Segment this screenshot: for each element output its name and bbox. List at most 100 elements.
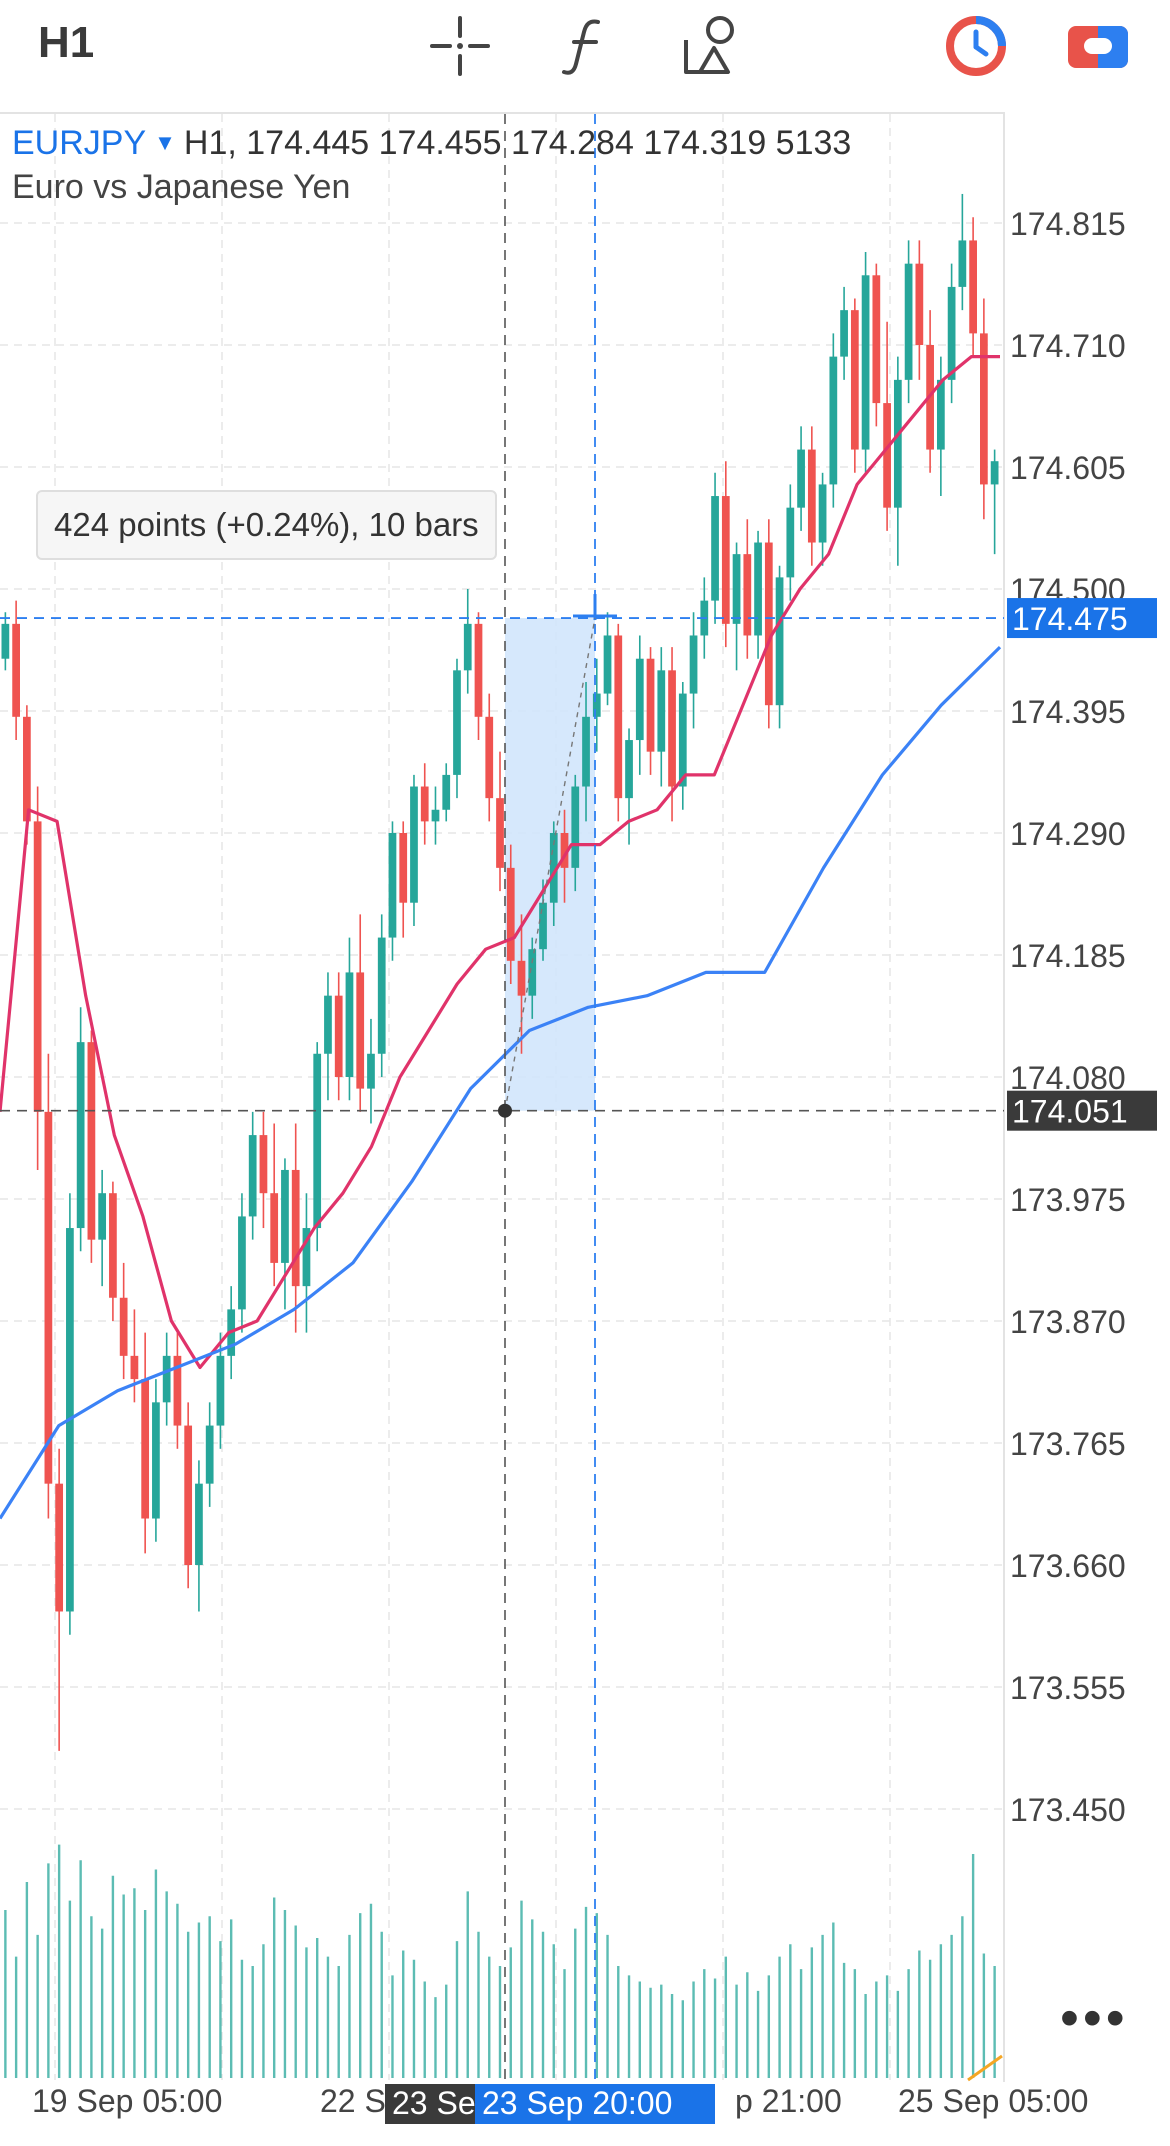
candle-body (345, 972, 354, 1077)
candle-body (431, 809, 440, 822)
price-tick-label: 173.450 (1010, 1792, 1126, 1828)
candle-body (850, 310, 859, 450)
candle-body (764, 542, 773, 706)
candle-body (184, 1425, 193, 1565)
candle-body (582, 716, 590, 787)
candle-body (571, 786, 580, 868)
candle-body (474, 623, 483, 717)
candle-body (205, 1425, 214, 1484)
candle-body (969, 240, 977, 334)
history-clock-icon[interactable] (944, 14, 1008, 78)
candle-body (732, 554, 741, 624)
candle-body (678, 693, 687, 787)
price-tick-label: 173.765 (1010, 1426, 1126, 1462)
candle-body (506, 867, 515, 961)
candle-body (485, 716, 494, 799)
candle-body (990, 461, 999, 485)
candle-body (281, 1169, 289, 1263)
price-tick-label: 174.605 (1010, 450, 1126, 486)
candle-body (388, 833, 397, 938)
function-icon[interactable] (554, 14, 618, 78)
candle-body (915, 263, 924, 345)
chart-frame (0, 112, 1005, 2082)
timeframe-button[interactable]: H1 (38, 18, 95, 67)
time-axis-label: 22 S (320, 2083, 386, 2119)
candle-body (807, 449, 816, 543)
candle-body (55, 1483, 64, 1612)
candle-body (291, 1169, 300, 1287)
crosshair-time-badge (475, 2084, 715, 2124)
price-tick-label: 174.080 (1010, 1060, 1126, 1096)
candle-body (829, 356, 838, 485)
candle-body (592, 693, 601, 717)
toggle-icon[interactable] (1066, 14, 1130, 78)
crosshair-price-badge (1007, 598, 1157, 639)
candle-body (76, 1042, 85, 1229)
candle-body (334, 995, 343, 1077)
candle-body (861, 275, 870, 450)
candle-body (936, 379, 945, 450)
candle-body (904, 263, 913, 380)
candle-body (195, 1483, 203, 1565)
candle-body (625, 740, 633, 799)
candle-body (754, 542, 762, 636)
price-tick-label: 174.185 (1010, 938, 1126, 974)
candle-body (259, 1135, 268, 1194)
candle-body (883, 403, 891, 508)
candle-body (248, 1135, 257, 1217)
candle-body (657, 670, 666, 752)
candle-body (743, 554, 752, 636)
symbol-header: EURJPY ▼ H1, 174.445 174.455 174.284 174.3… (12, 124, 851, 163)
candle-body (463, 623, 472, 671)
indicator-line (967, 2054, 1003, 2082)
symbol-dropdown-icon[interactable]: ▼ (154, 130, 176, 155)
candle-body (420, 786, 429, 822)
candle-body (87, 1042, 96, 1240)
candle-body (238, 1216, 246, 1310)
candle-body (130, 1355, 139, 1380)
more-icon[interactable]: ••• (1060, 1988, 1129, 2048)
candle-body (173, 1355, 182, 1426)
candle-body (818, 484, 827, 543)
candle-body (152, 1402, 160, 1519)
candle-body (797, 449, 805, 508)
anchor-price-label: 174.051 (1012, 1094, 1128, 1130)
crosshair-icon[interactable] (428, 14, 492, 78)
candle-body (324, 995, 332, 1054)
candle-body (603, 635, 612, 694)
candle-body (270, 1193, 279, 1263)
anchor-time-label: 23 Se (392, 2085, 476, 2121)
candle-body (635, 658, 644, 741)
top-toolbar: H1 (0, 0, 1170, 92)
price-tick-label: 174.710 (1010, 328, 1126, 364)
moving-average-slow (0, 645, 1002, 1520)
crosshair-price-label: 174.475 (1012, 601, 1128, 637)
candle-body (377, 937, 386, 1054)
time-axis-label: p 21:00 (735, 2083, 842, 2119)
symbol-name[interactable]: EURJPY (12, 124, 147, 162)
price-tick-label: 173.870 (1010, 1304, 1126, 1340)
anchor-price-badge (1007, 1090, 1157, 1131)
candle-body (539, 902, 547, 950)
candle-body (109, 1193, 117, 1298)
measure-tooltip: 424 points (+0.24%), 10 bars (36, 490, 497, 560)
candle-body (313, 1053, 322, 1229)
anchor-dot (498, 1103, 512, 1118)
ohlc-values: H1, 174.445 174.455 174.284 174.319 5133 (183, 124, 852, 162)
candle-body (528, 949, 537, 996)
candle-body (872, 275, 881, 404)
price-tick-label: 174.290 (1010, 816, 1126, 852)
candle-body (958, 240, 967, 287)
candle-body (711, 496, 719, 601)
candle-body (668, 670, 676, 787)
candle-body (560, 833, 569, 868)
candle-body (721, 496, 730, 624)
candle-body (689, 635, 698, 694)
price-tick-label: 173.555 (1010, 1670, 1126, 1706)
candle-body (947, 286, 956, 380)
candle-body (614, 635, 623, 799)
objects-icon[interactable] (680, 14, 744, 78)
crosshair-time-label: 23 Sep 20:00 (482, 2085, 672, 2121)
candle-body (775, 577, 784, 706)
